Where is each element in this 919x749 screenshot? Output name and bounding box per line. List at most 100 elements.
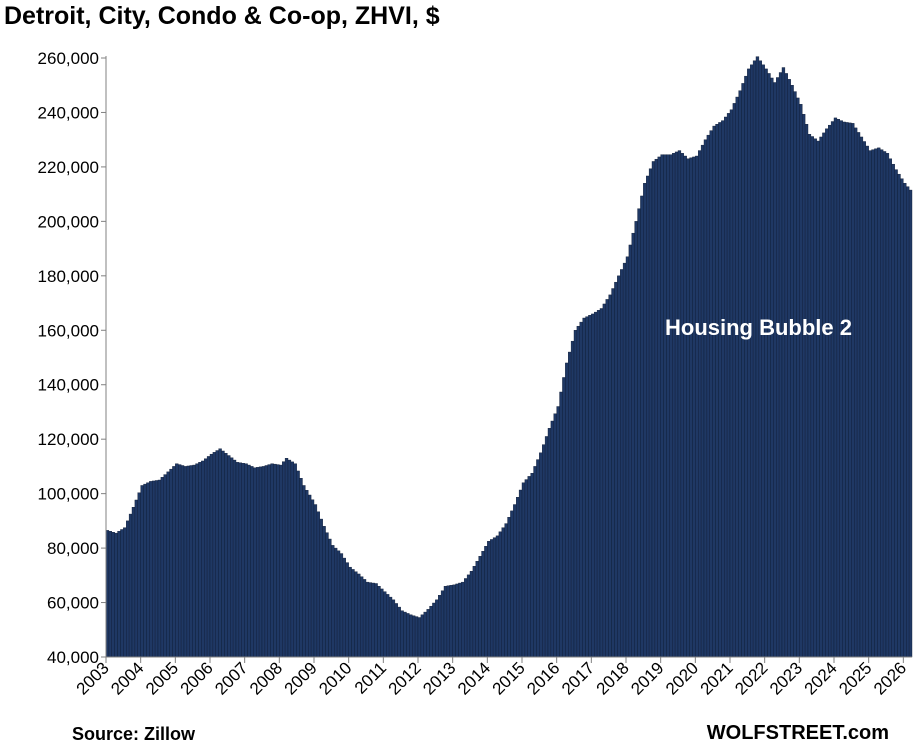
bar bbox=[698, 150, 702, 658]
bar bbox=[345, 562, 349, 658]
bar bbox=[351, 569, 355, 658]
bar bbox=[672, 153, 676, 658]
bar bbox=[885, 153, 890, 658]
bar bbox=[900, 178, 904, 658]
bar bbox=[741, 83, 745, 658]
x-axis: 2003200420052006200720082009201020112012… bbox=[73, 656, 912, 699]
bar bbox=[605, 299, 609, 658]
bar bbox=[504, 523, 508, 658]
bar bbox=[518, 489, 523, 658]
y-tick-label: 40,000 bbox=[47, 648, 99, 667]
x-tick-label: 2005 bbox=[142, 658, 182, 698]
x-tick-label: 2021 bbox=[697, 658, 737, 698]
bar bbox=[596, 310, 601, 658]
bar bbox=[224, 453, 228, 658]
bar bbox=[498, 531, 502, 658]
bar bbox=[319, 518, 323, 658]
bar bbox=[859, 136, 864, 658]
bar bbox=[897, 173, 901, 658]
bar bbox=[807, 134, 812, 658]
bar bbox=[466, 574, 471, 658]
bar bbox=[657, 156, 661, 658]
bar bbox=[149, 481, 153, 658]
bar bbox=[198, 462, 202, 658]
bar bbox=[556, 406, 560, 658]
bar bbox=[403, 611, 407, 658]
bar bbox=[651, 161, 656, 658]
y-tick-label: 160,000 bbox=[38, 321, 99, 340]
bar bbox=[423, 611, 427, 658]
bar bbox=[290, 461, 294, 658]
chart-title: Detroit, City, Condo & Co-op, ZHVI, $ bbox=[4, 2, 440, 30]
bar bbox=[631, 232, 635, 658]
bar bbox=[270, 463, 274, 658]
x-tick-label: 2020 bbox=[662, 658, 702, 698]
bar bbox=[874, 148, 878, 658]
bar bbox=[628, 244, 632, 658]
bar bbox=[712, 125, 716, 658]
bar bbox=[891, 163, 895, 658]
bar bbox=[830, 121, 835, 658]
bar bbox=[284, 458, 289, 658]
bar bbox=[464, 578, 468, 658]
x-tick-label: 2004 bbox=[107, 658, 147, 698]
bar bbox=[703, 139, 708, 658]
x-tick-label: 2022 bbox=[731, 658, 771, 698]
bar bbox=[160, 477, 164, 658]
bar bbox=[536, 459, 540, 658]
bar bbox=[279, 464, 283, 658]
bar bbox=[622, 262, 627, 658]
bar bbox=[677, 150, 682, 658]
y-tick-label: 100,000 bbox=[38, 485, 99, 504]
bar bbox=[793, 91, 797, 658]
bar bbox=[576, 325, 580, 658]
bar bbox=[614, 281, 618, 658]
source-label: Source: Zillow bbox=[72, 724, 196, 744]
bar bbox=[542, 444, 546, 658]
bar bbox=[484, 546, 488, 658]
bar bbox=[836, 119, 840, 658]
bar bbox=[559, 391, 563, 658]
bar bbox=[599, 308, 604, 658]
bar bbox=[264, 465, 268, 658]
bar bbox=[761, 64, 765, 658]
bar bbox=[374, 583, 378, 658]
bar bbox=[562, 377, 566, 658]
bar bbox=[146, 482, 150, 658]
bar bbox=[752, 60, 757, 658]
bar bbox=[360, 576, 364, 658]
bar bbox=[617, 275, 621, 658]
bar bbox=[718, 122, 722, 658]
bar bbox=[386, 594, 390, 658]
bar bbox=[715, 124, 719, 658]
x-tick-label: 2006 bbox=[177, 658, 217, 698]
bar bbox=[154, 480, 159, 658]
bar bbox=[299, 478, 303, 658]
bar bbox=[368, 582, 372, 658]
bar bbox=[241, 463, 245, 658]
bar bbox=[666, 154, 670, 658]
bar bbox=[845, 122, 849, 658]
bar bbox=[790, 85, 794, 658]
bar bbox=[625, 256, 630, 658]
bar bbox=[533, 466, 537, 658]
bar bbox=[328, 538, 332, 658]
bar bbox=[802, 114, 806, 658]
bar bbox=[689, 157, 693, 658]
bar bbox=[342, 557, 346, 658]
bar bbox=[362, 579, 367, 658]
bar bbox=[438, 595, 442, 658]
bar bbox=[738, 90, 742, 658]
bar bbox=[137, 492, 141, 658]
bar bbox=[729, 109, 734, 658]
x-tick-label: 2016 bbox=[523, 658, 563, 698]
bar bbox=[166, 471, 170, 658]
bar bbox=[663, 154, 667, 658]
y-tick-label: 180,000 bbox=[38, 267, 99, 286]
bar bbox=[764, 68, 768, 658]
bar bbox=[822, 132, 826, 658]
bar bbox=[582, 317, 586, 658]
y-axis: 260,000 240,000 220,000 200,000 180,000 160,0… bbox=[38, 49, 107, 667]
bar bbox=[140, 485, 144, 658]
bar bbox=[755, 56, 760, 658]
